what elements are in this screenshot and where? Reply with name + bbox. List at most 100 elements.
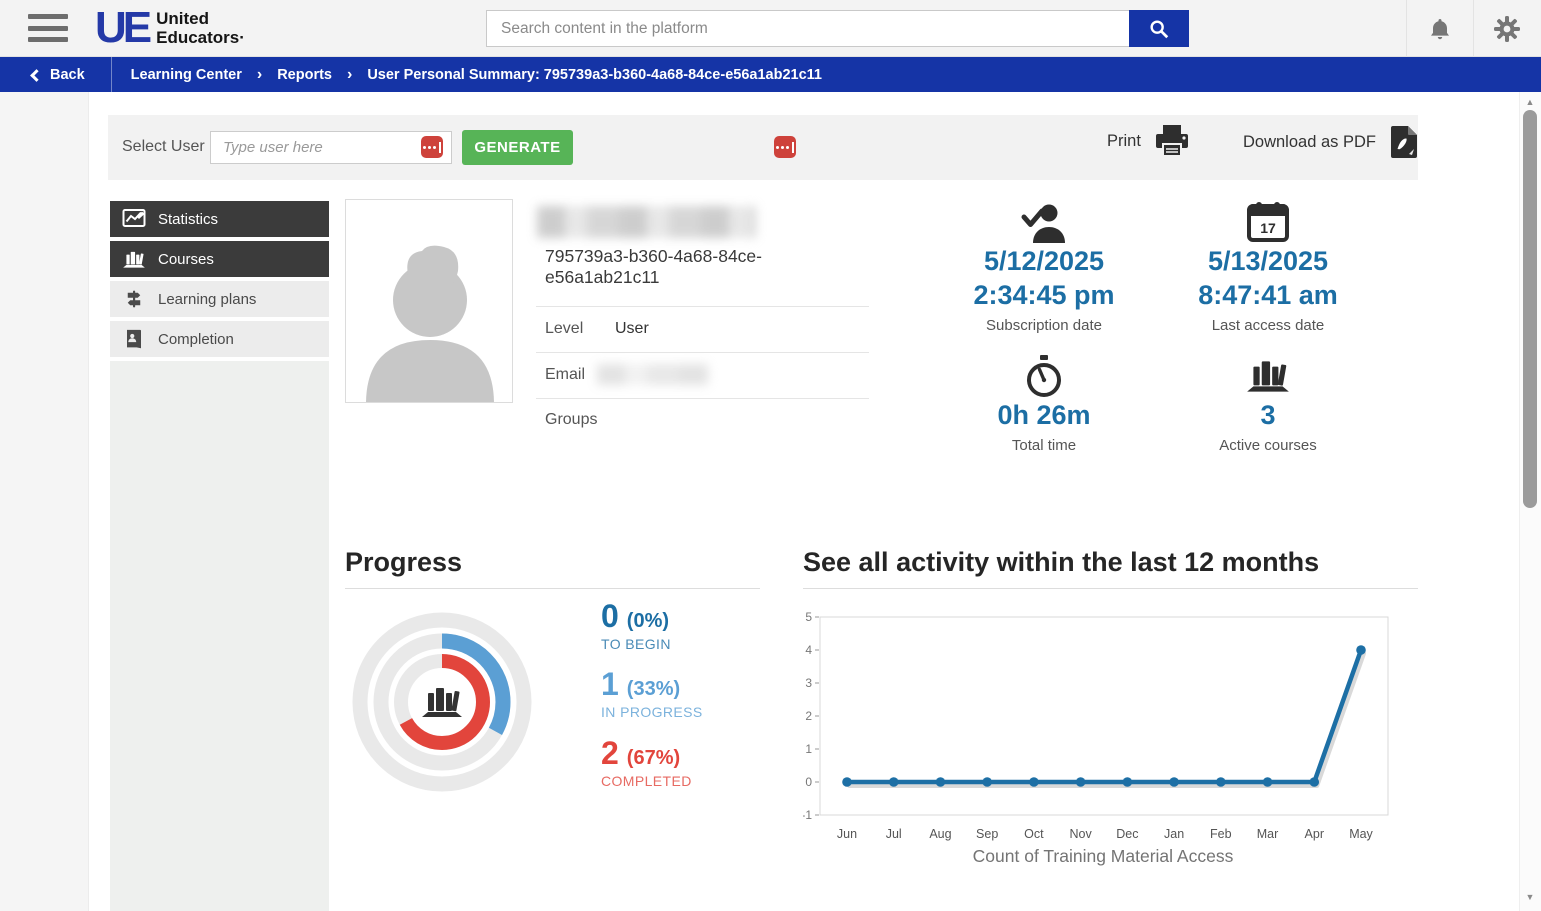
topbar-separator — [1473, 0, 1474, 57]
back-label: Back — [50, 66, 85, 83]
scroll-down-icon[interactable]: ▼ — [1525, 892, 1535, 902]
divider — [536, 306, 869, 307]
breadcrumb: Learning Center › Reports › User Persona… — [112, 66, 822, 84]
email-label: Email — [545, 366, 586, 383]
stat-last-access-date: 17 5/13/2025 8:47:41 am Last access date — [1156, 198, 1380, 334]
sidebar-item-statistics[interactable]: Statistics — [110, 201, 329, 237]
level-value: User — [615, 320, 649, 337]
svg-text:Dec: Dec — [1116, 827, 1138, 841]
svg-text:Aug: Aug — [929, 827, 951, 841]
books-icon — [1156, 352, 1380, 398]
svg-text:Apr: Apr — [1305, 827, 1324, 841]
stat-subscription-date: 5/12/2025 2:34:45 pm Subscription date — [932, 198, 1156, 334]
progress-legend-in-progress: 1 (33%) IN PROGRESS — [601, 666, 821, 720]
report-book-icon — [110, 329, 158, 350]
to-begin-pct: (0%) — [626, 610, 670, 632]
books-icon — [422, 688, 462, 717]
printer-icon — [1155, 125, 1188, 157]
global-search — [486, 10, 1189, 47]
united-educators-logo[interactable]: UE United Educators· — [95, 6, 245, 50]
password-manager-icon[interactable] — [421, 136, 443, 158]
hamburger-menu-icon[interactable] — [28, 14, 68, 42]
user-id: 795739a3-b360-4a68-84ce- e56a1ab21c11 — [545, 246, 762, 287]
books-icon — [110, 248, 158, 271]
in-progress-count: 1 — [601, 666, 619, 702]
settings-button[interactable] — [1490, 14, 1524, 44]
divider — [536, 352, 869, 353]
completed-count: 2 — [601, 735, 619, 771]
notifications-button[interactable] — [1423, 14, 1457, 44]
breadcrumb-reports[interactable]: Reports — [277, 66, 332, 83]
section-underline — [803, 588, 1418, 589]
svg-text:-1: -1 — [803, 808, 812, 822]
scroll-up-icon[interactable]: ▲ — [1525, 97, 1535, 107]
section-underline — [345, 588, 760, 589]
stopwatch-icon — [932, 352, 1156, 398]
top-bar: UE United Educators· — [0, 0, 1541, 57]
svg-text:Oct: Oct — [1024, 827, 1044, 841]
chevron-right-icon: › — [256, 65, 263, 83]
svg-text:4: 4 — [805, 643, 812, 657]
svg-text:5: 5 — [805, 610, 812, 624]
select-user-input[interactable] — [210, 131, 452, 164]
svg-text:17: 17 — [1260, 220, 1276, 236]
line-chart-icon — [110, 208, 158, 230]
download-pdf-button[interactable]: Download as PDF — [1243, 126, 1417, 158]
divider — [536, 398, 869, 399]
back-chevron-icon — [30, 68, 43, 82]
search-input[interactable] — [486, 10, 1129, 47]
breadcrumb-current-page: User Personal Summary: 795739a3-b360-4a6… — [367, 66, 822, 83]
redacted-email — [597, 364, 709, 385]
in-progress-pct: (33%) — [626, 678, 681, 700]
progress-legend-completed: 2 (67%) COMPLETED — [601, 735, 821, 789]
svg-text:2: 2 — [805, 709, 812, 723]
to-begin-label: TO BEGIN — [601, 636, 671, 652]
sidebar-item-learning-plans[interactable]: Learning plans — [110, 281, 329, 317]
breadcrumb-learning-center[interactable]: Learning Center — [130, 66, 242, 83]
search-button[interactable] — [1129, 10, 1189, 47]
svg-text:1: 1 — [805, 742, 812, 756]
chart-x-axis-label: Count of Training Material Access — [972, 846, 1234, 866]
breadcrumb-divider — [110, 57, 112, 92]
gear-icon — [1494, 16, 1520, 42]
svg-text:Jan: Jan — [1164, 827, 1184, 841]
password-manager-icon[interactable] — [774, 136, 796, 158]
completed-label: COMPLETED — [601, 773, 692, 789]
svg-text:3: 3 — [805, 676, 812, 690]
activity-chart: 5 4 3 2 1 0 -1 Jun Jul Aug Sep Oct Nov Dec Jan Feb Mar Ap… — [803, 610, 1389, 841]
print-label: Print — [1107, 131, 1141, 150]
calendar-icon: 17 — [1156, 198, 1380, 244]
user-check-icon — [932, 198, 1156, 244]
svg-text:May: May — [1349, 827, 1373, 841]
search-icon — [1150, 19, 1169, 38]
sidebar-background — [110, 361, 329, 911]
print-button[interactable]: Print — [1107, 124, 1190, 158]
sidebar-item-courses[interactable]: Courses — [110, 241, 329, 277]
redacted-user-name — [537, 206, 756, 238]
download-pdf-label: Download as PDF — [1243, 132, 1376, 151]
activity-title: See all activity within the last 12 mont… — [803, 547, 1320, 577]
avatar — [345, 199, 513, 403]
pdf-file-icon — [1390, 126, 1417, 158]
completed-pct: (67%) — [626, 747, 681, 769]
sidebar-item-completion[interactable]: Completion — [110, 321, 329, 357]
svg-text:0: 0 — [805, 775, 812, 789]
breadcrumb-bar: Back Learning Center › Reports › User Pe… — [0, 57, 1541, 92]
svg-text:Feb: Feb — [1210, 827, 1232, 841]
select-user-label: Select User — [122, 138, 205, 155]
svg-text:Mar: Mar — [1257, 827, 1279, 841]
scrollbar-thumb[interactable] — [1523, 110, 1537, 508]
stat-active-courses: 3 Active courses — [1156, 352, 1380, 454]
generate-button[interactable]: GENERATE — [462, 130, 573, 165]
level-label: Level — [545, 320, 584, 337]
to-begin-count: 0 — [601, 598, 619, 634]
ue-logo-mark: UE — [95, 3, 152, 52]
bell-icon — [1431, 19, 1449, 40]
svg-text:Jul: Jul — [886, 827, 902, 841]
stat-total-time: 0h 26m Total time — [932, 352, 1156, 454]
page-gutter — [0, 92, 88, 911]
chevron-right-icon: › — [346, 65, 353, 83]
svg-text:Jun: Jun — [837, 827, 857, 841]
back-button[interactable]: Back — [0, 57, 111, 92]
topbar-separator — [1406, 0, 1407, 57]
